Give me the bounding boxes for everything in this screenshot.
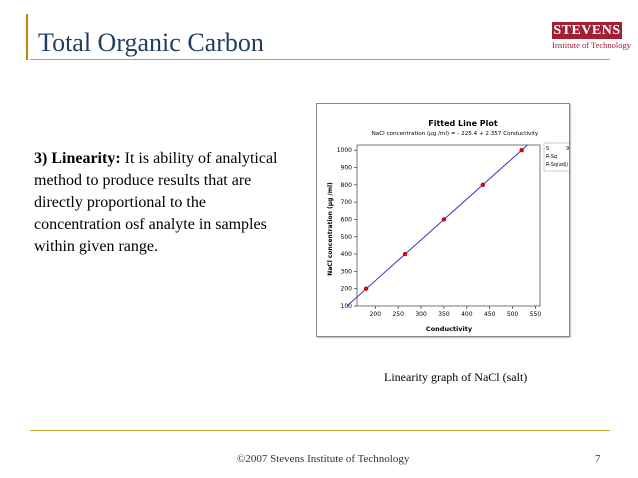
- y-tick-label: 900: [341, 165, 353, 172]
- x-axis-label: Conductivity: [426, 325, 473, 333]
- title-accent-bar: [26, 14, 28, 60]
- x-tick-label: 550: [530, 311, 542, 318]
- chart-caption: Linearity graph of NaCl (salt): [384, 370, 528, 384]
- y-axis-label: NaCl concentration (µg /ml): [327, 182, 334, 276]
- x-tick-label: 300: [415, 311, 427, 318]
- stats-box: [543, 142, 569, 172]
- logo-name: STEVENS: [552, 22, 622, 39]
- data-point: [480, 182, 486, 188]
- stats-label: S: [546, 146, 549, 152]
- chart-svg: Fitted Line Plot NaCl concentration (µg …: [327, 119, 569, 333]
- body-description: It is ability of analytical method to pr…: [34, 150, 278, 255]
- plot-area-border: [356, 144, 541, 307]
- body-paragraph: 3) Linearity: It is ability of analytica…: [34, 148, 284, 258]
- copyright-footer: ©2007 Stevens Institute of Technology: [237, 453, 410, 465]
- fitted-line-plot: Fitted Line Plot NaCl concentration (µg …: [316, 103, 570, 337]
- data-point: [519, 147, 524, 153]
- x-tick-label: 200: [370, 311, 382, 318]
- y-tick-label: 200: [341, 286, 353, 293]
- x-tick-label: 500: [507, 311, 519, 318]
- logo-subtitle: Institute of Technology: [552, 40, 632, 50]
- stats-value: 9.47000: [566, 146, 569, 152]
- data-point: [402, 251, 408, 257]
- y-tick-label: 700: [341, 199, 353, 206]
- slide-title: Total Organic Carbon: [38, 28, 264, 57]
- data-point: [363, 286, 369, 291]
- stevens-logo: STEVENS Institute of Technology: [552, 22, 632, 52]
- y-tick-label: 600: [341, 216, 353, 223]
- data-point: [441, 217, 447, 222]
- y-tick-label: 800: [341, 182, 353, 189]
- x-tick-label: 450: [484, 311, 496, 318]
- stats-label: R-Sq: [546, 154, 557, 160]
- x-tick-label: 250: [392, 311, 404, 318]
- y-tick-label: 400: [341, 251, 353, 258]
- x-tick-label: 400: [461, 311, 473, 318]
- fitted-line: [346, 144, 528, 307]
- y-tick-label: 1000: [337, 147, 352, 154]
- footer-divider: [30, 430, 610, 431]
- y-tick-label: 300: [341, 268, 353, 275]
- stats-label: R-Sq(adj): [546, 162, 568, 168]
- header-divider: [30, 59, 610, 60]
- x-tick-label: 350: [438, 311, 450, 318]
- chart-title: Fitted Line Plot: [428, 119, 498, 128]
- body-lead: 3) Linearity:: [34, 150, 121, 167]
- y-tick-label: 500: [341, 234, 353, 241]
- chart-equation: NaCl concentration (µg /ml) = - 225.4 + …: [372, 131, 539, 137]
- y-tick-label: 100: [341, 303, 353, 310]
- page-number: 7: [595, 453, 601, 465]
